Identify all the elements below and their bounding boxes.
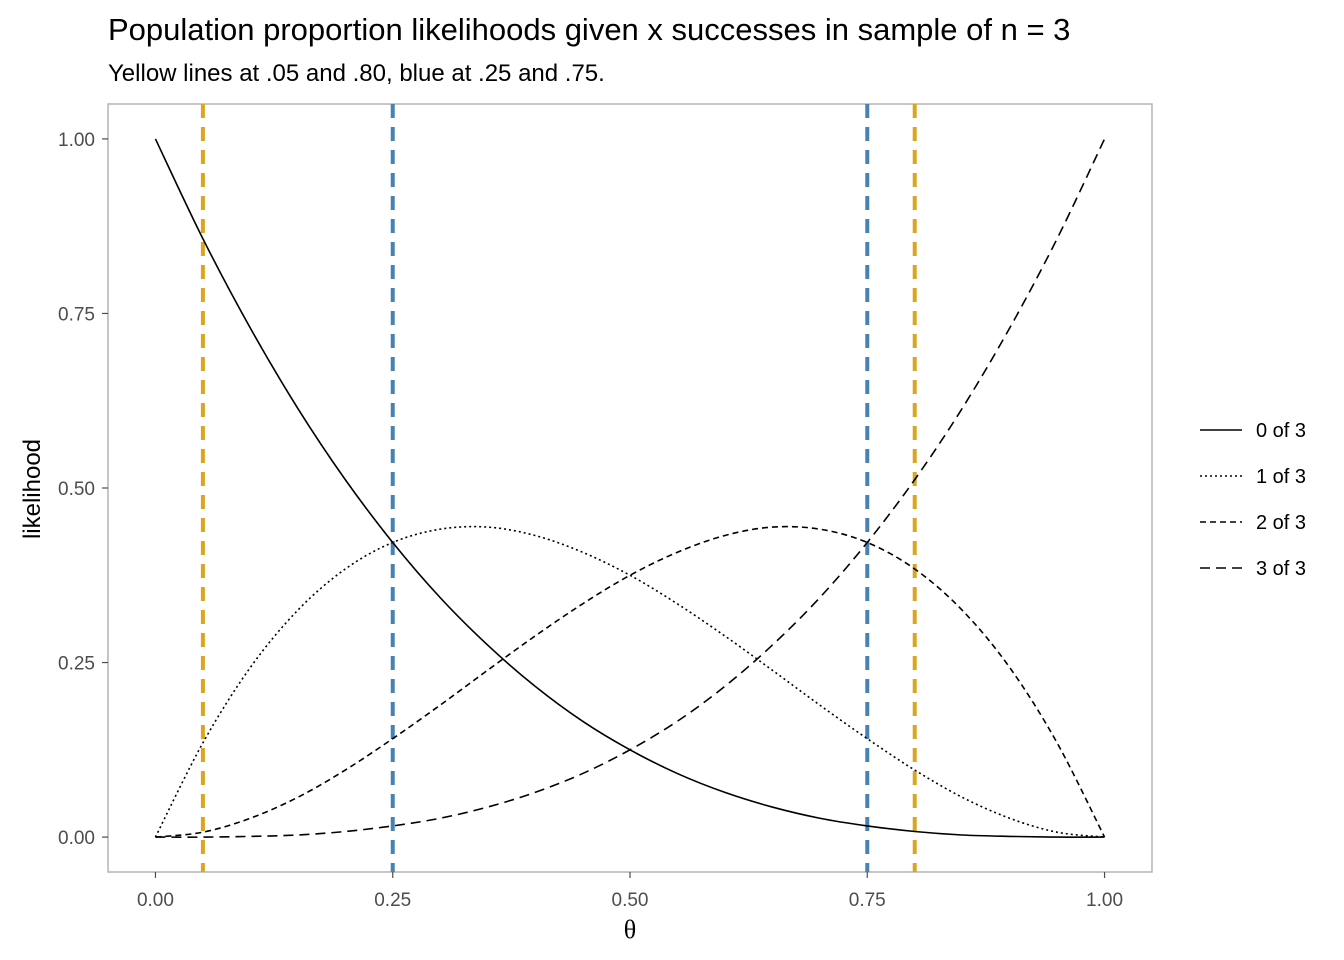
x-axis: 0.00 0.25 0.50 0.75 1.00	[137, 872, 1123, 911]
y-tick-label: 0.50	[58, 479, 95, 500]
x-axis-title: θ	[624, 915, 636, 944]
plot-panel-border	[107, 103, 1153, 873]
y-axis: 0.00 0.25 0.50 0.75 1.00	[58, 130, 108, 849]
legend-label-3: 3 of 3	[1256, 558, 1306, 580]
x-tick-label: 0.25	[374, 890, 411, 911]
series-line-2	[155, 525, 1106, 838]
y-axis-title: likelihood	[19, 439, 46, 539]
x-tick-label: 0.00	[137, 890, 174, 911]
legend-label-1: 1 of 3	[1256, 466, 1306, 488]
series-line-1	[154, 525, 1105, 838]
x-tick-label: 0.50	[612, 890, 649, 911]
chart-title: Population proportion likelihoods given …	[108, 12, 1071, 47]
likelihood-curves	[154, 138, 1106, 838]
y-tick-label: 0.75	[58, 304, 95, 325]
x-tick-label: 1.00	[1086, 890, 1123, 911]
y-tick-label: 0.00	[58, 828, 95, 849]
reference-lines	[200, 104, 917, 872]
legend: 0 of 3 1 of 3 2 of 3 3 of 3	[1200, 420, 1306, 580]
legend-label-2: 2 of 3	[1256, 512, 1306, 534]
legend-label-0: 0 of 3	[1256, 420, 1306, 442]
y-tick-label: 0.25	[58, 654, 95, 675]
y-tick-label: 1.00	[58, 130, 95, 151]
x-tick-label: 0.75	[849, 890, 886, 911]
chart-subtitle: Yellow lines at .05 and .80, blue at .25…	[108, 60, 605, 87]
series-line-3	[155, 138, 1106, 838]
series-line-0	[154, 138, 1105, 838]
